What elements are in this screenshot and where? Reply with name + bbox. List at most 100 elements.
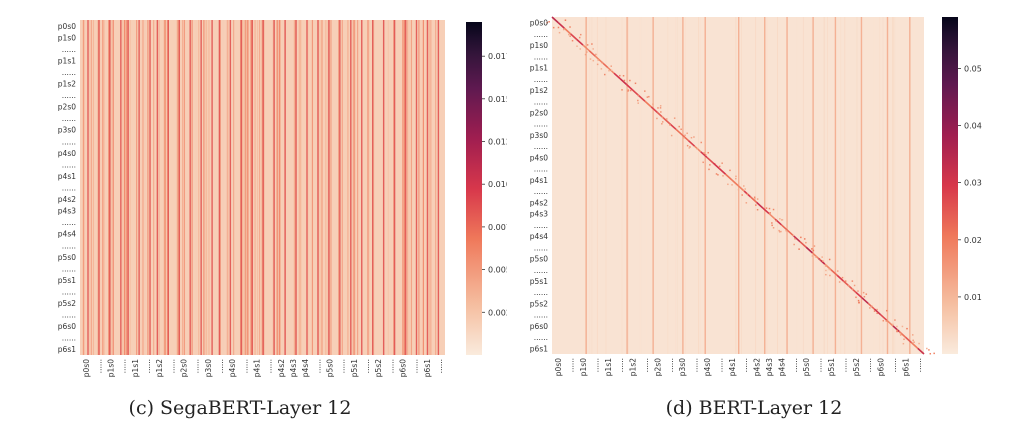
bert-attention-stripe: [682, 17, 684, 354]
bert-diagonal-segment: [731, 179, 739, 187]
bert-diagonal-speck: [707, 151, 709, 154]
bert-diagonal-speck: [610, 69, 613, 72]
bert-diagonal-segment: [663, 117, 671, 125]
bert-texture-column: [667, 17, 669, 354]
bert-diagonal-segment: [861, 297, 869, 305]
bert-y-tick-label: ......: [534, 333, 548, 342]
segabert-attention-stripe: [98, 20, 100, 355]
bert-diagonal-segment: [675, 128, 683, 136]
segabert-texture-column: [407, 20, 409, 355]
bert-colorbar-tick-label: 0.02: [964, 236, 982, 245]
bert-x-tick-label: p4s2: [753, 358, 762, 376]
bert-diagonal-segment: [669, 123, 677, 130]
bert-diagonal-speck: [622, 75, 625, 77]
bert-diagonal-segment: [644, 100, 652, 108]
segabert-y-tick-label: ......: [62, 137, 76, 146]
segabert-texture-column: [163, 20, 166, 355]
segabert-texture-column: [263, 20, 265, 355]
bert-diagonal-speck: [785, 229, 787, 232]
bert-diagonal-speck: [673, 117, 676, 119]
segabert-texture-column: [158, 20, 160, 355]
segabert-texture-column: [294, 20, 296, 355]
bert-diagonal-speck: [769, 212, 771, 214]
segabert-colorbar-tick-label: 0.0025: [488, 308, 507, 317]
bert-texture-column: [676, 17, 678, 354]
segabert-texture-column: [144, 20, 146, 355]
segabert-texture-column: [147, 20, 149, 355]
segabert-texture-column: [182, 20, 184, 355]
bert-y-tick-label: p3s0: [530, 131, 548, 140]
bert-diagonal-speck: [825, 269, 827, 272]
bert-y-tick-label: ......: [534, 187, 548, 196]
bert-x-tick-label: p1s0: [579, 358, 588, 376]
bert-x-tick-label: p5s2: [852, 358, 861, 376]
bert-texture-column: [893, 17, 894, 354]
segabert-texture-column: [103, 20, 105, 355]
segabert-x-tick-label: p6s0: [398, 359, 407, 377]
bert-diagonal-speck: [885, 320, 888, 322]
bert-diagonal-speck: [731, 184, 733, 186]
bert-x-tick-label: ......: [691, 358, 700, 372]
bert-y-tick-label: p4s3: [530, 210, 548, 219]
bert-diagonal-segment: [855, 291, 863, 299]
bert-diagonal-speck: [743, 190, 746, 192]
bert-diagonal-speck: [696, 148, 698, 150]
segabert-texture-column: [97, 20, 99, 355]
segabert-x-tick-label: p1s2: [155, 359, 164, 377]
segabert-x-tick-label: p5s2: [374, 359, 383, 377]
bert-diagonal-speck: [686, 132, 688, 135]
segabert-texture-column: [338, 20, 340, 355]
bert-texture-column: [914, 17, 915, 354]
segabert-texture-column: [403, 20, 405, 355]
segabert-x-tick-label: ......: [216, 359, 225, 373]
bert-colorbar-tick-label: 0.04: [964, 122, 982, 131]
bert-diagonal-speck: [841, 276, 844, 279]
segabert-texture-column: [191, 20, 193, 355]
bert-x-tick-label: ......: [591, 358, 600, 372]
bert-diagonal-speck: [896, 330, 898, 333]
segabert-attention-stripe: [317, 20, 319, 355]
bert-diagonal-speck: [755, 204, 757, 206]
segabert-x-tick-label: ......: [435, 359, 444, 373]
segabert-texture-column: [260, 20, 262, 355]
bert-diagonal-segment: [687, 139, 696, 147]
segabert-attention-stripe: [328, 20, 330, 355]
segabert-colorbar-tick-label: 0.0125: [488, 138, 507, 147]
bert-attention-stripe: [704, 17, 706, 354]
segabert-x-tick-label: ......: [338, 359, 347, 373]
bert-x-tick-label: p3s0: [678, 358, 687, 376]
bert-diagonal-speck: [851, 288, 854, 290]
segabert-texture-column: [327, 20, 329, 355]
bert-diagonal-segment: [706, 156, 714, 164]
segabert-y-tick-label: ......: [62, 114, 76, 123]
segabert-attention-stripe: [404, 20, 407, 355]
bert-x-tick-label: p5s1: [827, 358, 836, 376]
bert-diagonal-speck: [745, 202, 748, 204]
segabert-attention-stripe: [127, 20, 129, 355]
bert-diagonal-segment: [898, 330, 906, 338]
bert-diagonal-speck: [753, 196, 756, 199]
segabert-y-tick-label: ......: [62, 184, 76, 193]
segabert-x-tick-label: p6s1: [423, 359, 432, 377]
bert-diagonal-speck: [847, 285, 850, 287]
segabert-x-tick-label: ......: [313, 359, 322, 373]
bert-diagonal-segment: [917, 347, 925, 355]
bert-x-tick-label: ......: [815, 358, 824, 372]
bert-diagonal-speck: [579, 48, 582, 50]
bert-diagonal-speck: [603, 73, 606, 76]
segabert-x-tick-label: p2s0: [179, 359, 188, 377]
bert-diagonal-speck: [800, 236, 802, 239]
segabert-attention-stripe: [251, 20, 253, 355]
segabert-texture-column: [408, 20, 410, 355]
segabert-y-tick-label: p0s0: [58, 22, 76, 31]
segabert-attention-stripe: [295, 20, 297, 355]
segabert-y-tick-label: p6s0: [58, 322, 76, 331]
bert-colorbar-tick-label: 0.03: [964, 179, 982, 188]
bert-texture-column: [699, 17, 701, 354]
bert-diagonal-segment: [725, 173, 733, 181]
bert-y-tick-label: p2s0: [530, 109, 548, 118]
segabert-y-tick-label: p1s1: [58, 56, 76, 65]
segabert-x-tick-label: p4s1: [252, 359, 261, 377]
segabert-x-tick-label: ......: [411, 359, 420, 373]
bert-diagonal-speck: [814, 256, 817, 258]
